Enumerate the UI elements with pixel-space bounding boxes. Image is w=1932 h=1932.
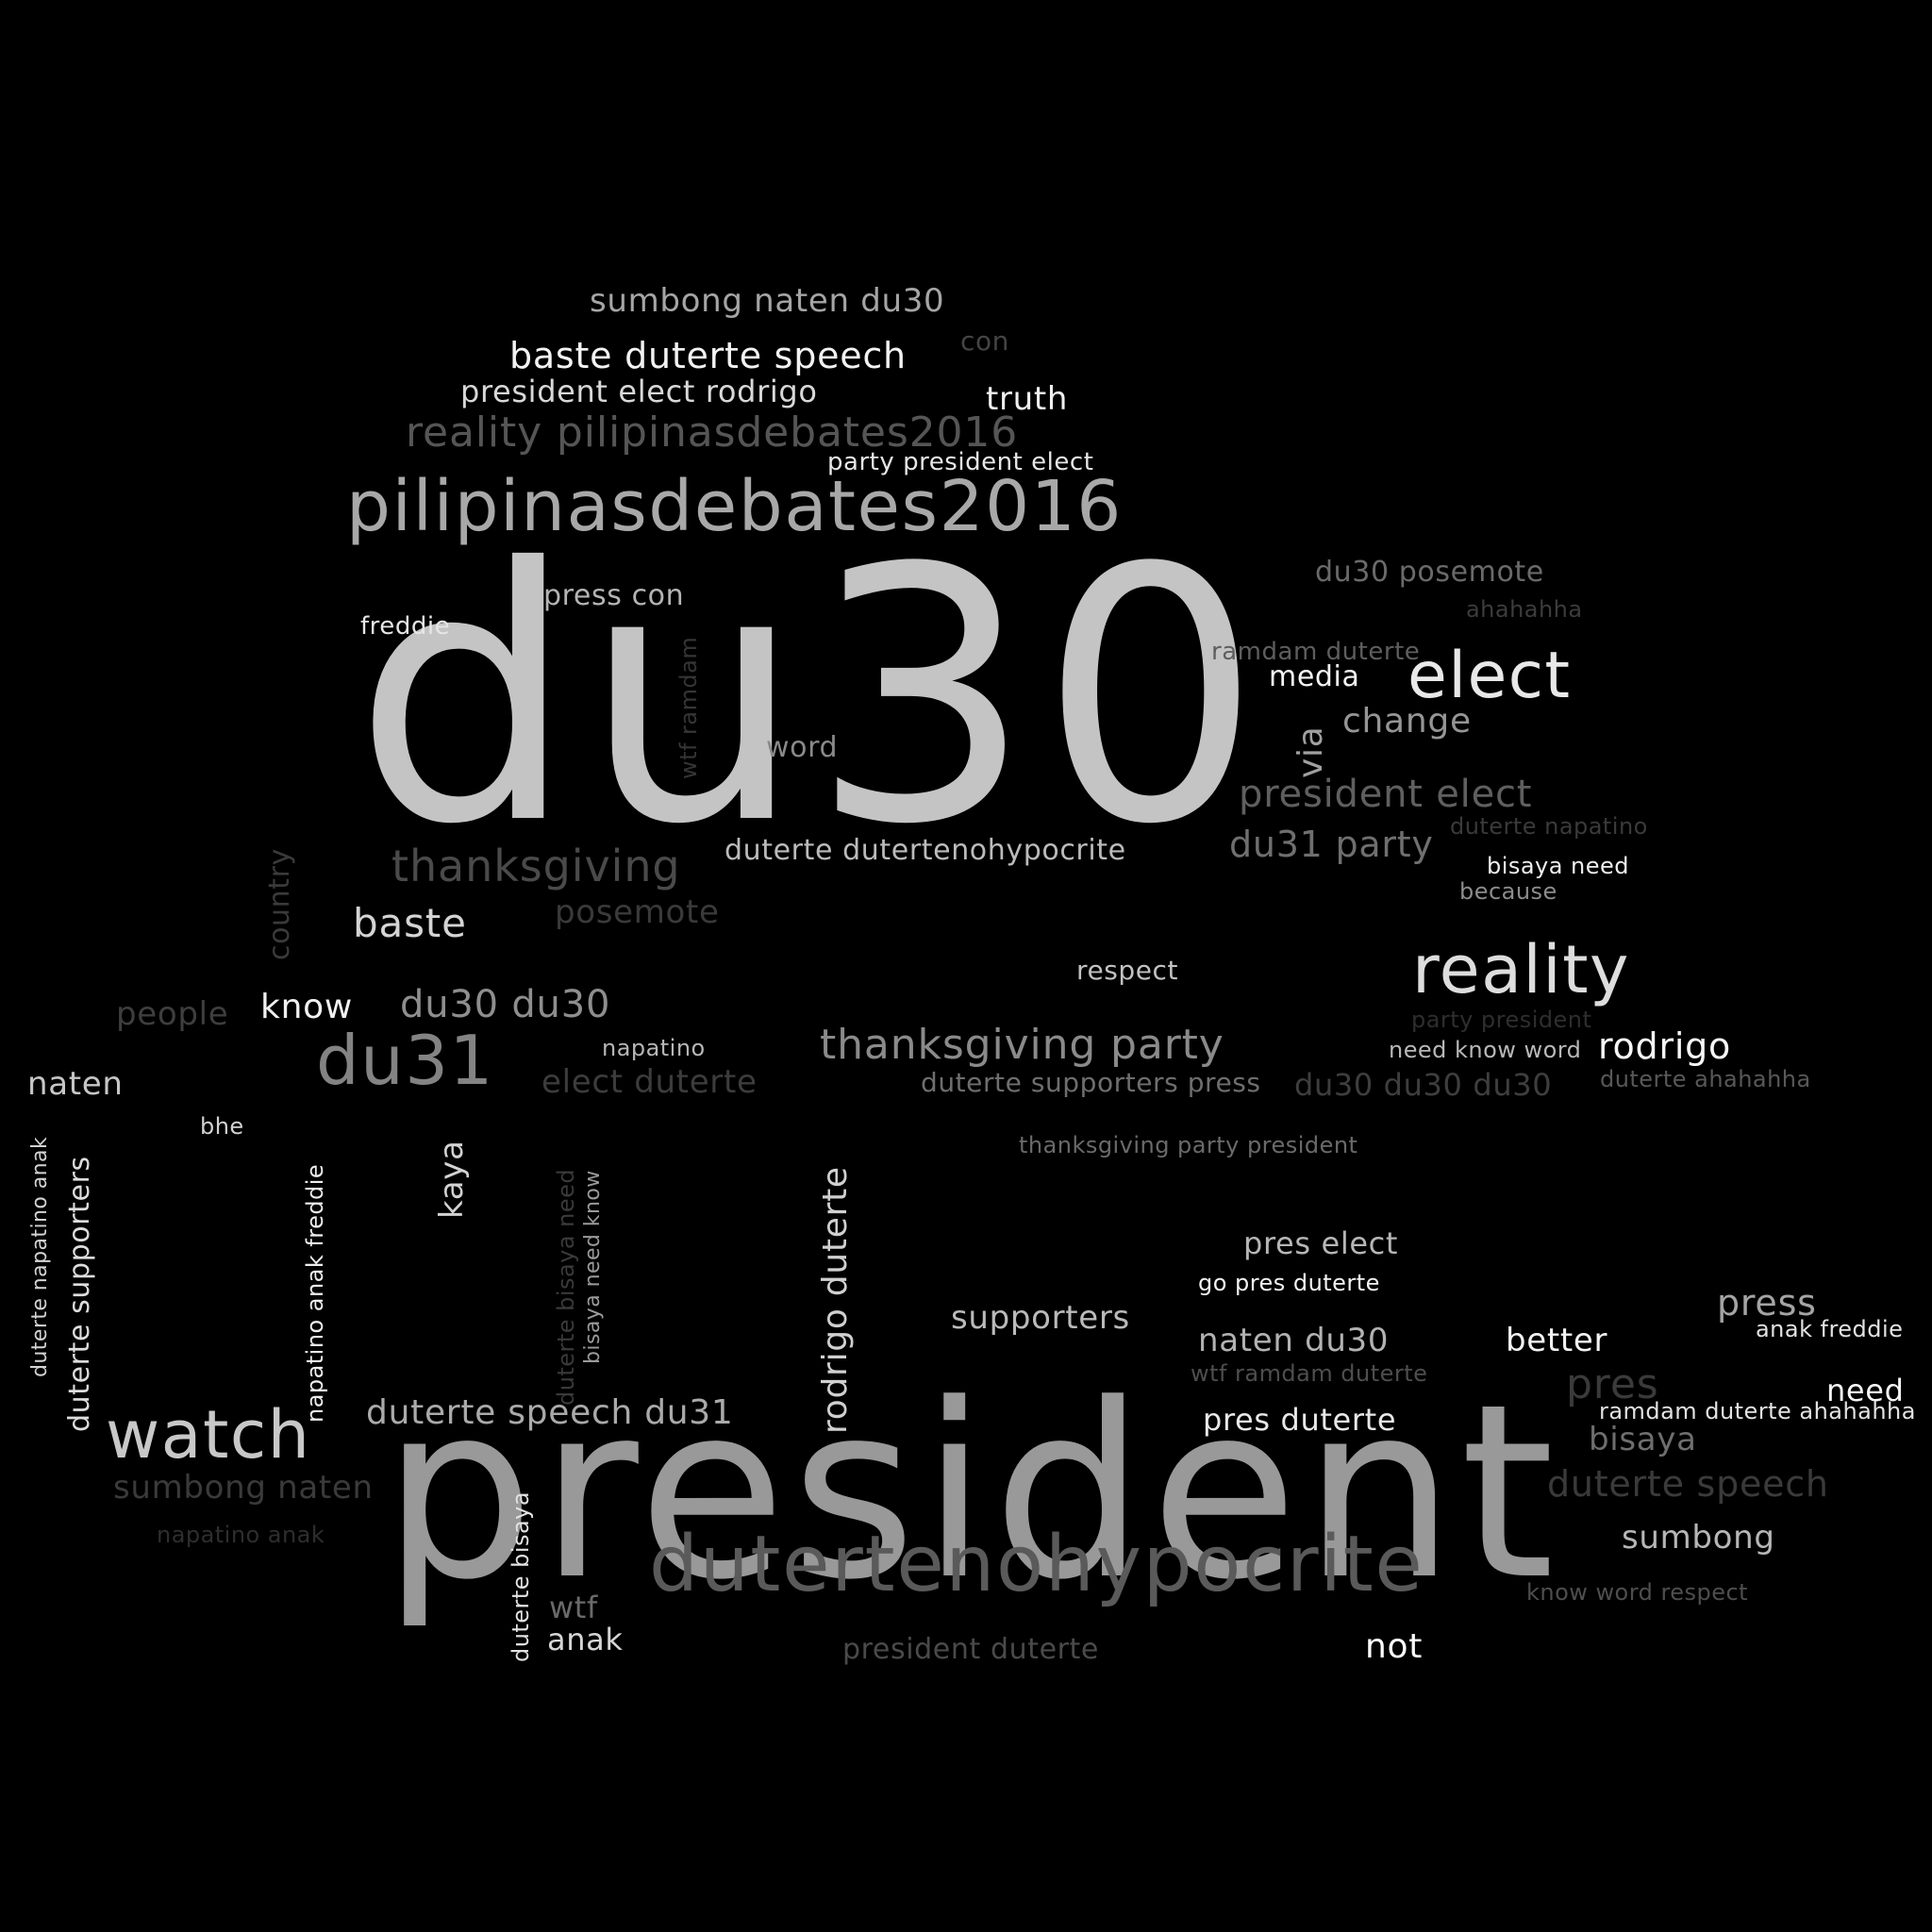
word-respect: respect (1076, 955, 1179, 986)
word-kaya: kaya (433, 1140, 471, 1219)
word-people: people (116, 995, 229, 1033)
word-thanksgiving-party: thanksgiving party (820, 1021, 1224, 1069)
word-du30-du30-du30: du30 du30 du30 (1294, 1067, 1553, 1103)
word-con: con (960, 325, 1009, 357)
word-thanksgiving: thanksgiving (391, 841, 681, 891)
word-duterte-supporters-press: duterte supporters press (921, 1067, 1261, 1098)
word-duterte-dutertenohypocrite: duterte dutertenohypocrite (724, 834, 1126, 867)
word-du31-party: du31 party (1229, 824, 1434, 865)
word-napatino: napatino (602, 1035, 706, 1061)
word-president: president (382, 1353, 1559, 1633)
word-naten-du30: naten du30 (1198, 1322, 1390, 1359)
word-go-pres-duterte: go pres duterte (1198, 1270, 1380, 1296)
word-bhe: bhe (200, 1113, 244, 1140)
word-duterte-napatino: duterte napatino (1450, 813, 1648, 840)
word-baste-duterte-speech: baste duterte speech (509, 335, 907, 376)
word-pilipinasdebates2016: pilipinasdebates2016 (346, 466, 1123, 547)
word-duterte-speech-du31: duterte speech du31 (366, 1393, 734, 1432)
word-anak-freddie: anak freddie (1756, 1316, 1904, 1342)
word-sumbong-naten: sumbong naten (113, 1469, 374, 1507)
word-bisaya: bisaya (1589, 1421, 1697, 1458)
word-change: change (1342, 702, 1472, 741)
word-bisaya-need-know: bisaya need know (581, 1170, 605, 1364)
word-freddie: freddie (360, 612, 451, 641)
word-naten: naten (27, 1065, 124, 1103)
word-need-know-word: need know word (1389, 1037, 1582, 1063)
word-sumbong: sumbong (1622, 1519, 1775, 1557)
word-posemote: posemote (555, 893, 720, 931)
word-need: need (1826, 1373, 1905, 1408)
word-napatino-anak-freddie: napatino anak freddie (302, 1163, 328, 1423)
word-duterte-ahahahha: duterte ahahahha (1600, 1066, 1811, 1092)
word-ramdam-duterte: ramdam duterte (1211, 638, 1421, 666)
word-president-elect-rodrigo: president elect rodrigo (460, 374, 818, 409)
word-baste: baste (353, 900, 467, 946)
word-du31: du31 (316, 1021, 494, 1100)
word-duterte-speech: duterte speech (1547, 1463, 1829, 1505)
word-reality: reality (1412, 931, 1630, 1008)
word-better: better (1506, 1322, 1608, 1359)
word-media: media (1269, 660, 1360, 693)
word-wtf-ramdam-duterte: wtf ramdam duterte (1191, 1360, 1428, 1387)
word-bisaya-need: bisaya need (1487, 853, 1629, 879)
word-elect-duterte: elect duterte (541, 1063, 758, 1101)
word-duterte-bisaya-need: duterte bisaya need (553, 1168, 579, 1406)
word-ahahahha: ahahahha (1466, 596, 1583, 623)
word-sumbong-naten-du30: sumbong naten du30 (590, 282, 945, 320)
word-rodrigo: rodrigo (1598, 1025, 1732, 1067)
word-pres-duterte: pres duterte (1203, 1402, 1397, 1438)
word-wtf-ramdam: wtf ramdam (675, 636, 702, 779)
word-duterte-bisaya: duterte bisaya (508, 1491, 534, 1662)
word-president-duterte: president duterte (842, 1633, 1099, 1666)
word-because: because (1459, 878, 1557, 905)
word-duterte-supporters: duterte supporters (63, 1156, 96, 1432)
word-rodrigo-duterte: rodrigo duterte (816, 1166, 855, 1434)
word-wtf: wtf (549, 1590, 598, 1625)
word-du30-du30: du30 du30 (400, 983, 611, 1026)
word-napatino-anak: napatino anak (157, 1522, 325, 1548)
word-country: country (263, 848, 296, 960)
word-truth: truth (986, 380, 1069, 418)
word-president-elect: president elect (1239, 773, 1533, 816)
word-via: via (1291, 725, 1330, 778)
word-pres: pres (1566, 1360, 1659, 1408)
word-thanksgiving-party-president: thanksgiving party president (1019, 1132, 1358, 1158)
word-watch: watch (106, 1396, 311, 1474)
word-press: press (1717, 1282, 1817, 1324)
word-pres-elect: pres elect (1243, 1225, 1399, 1261)
word-duterte-napatino-anak: duterte napatino anak (28, 1136, 52, 1377)
word-press-con: press con (543, 579, 685, 612)
word-know: know (260, 988, 354, 1026)
word-du30-posemote: du30 posemote (1315, 556, 1544, 589)
word-dutertenohypocrite: dutertenohypocrite (649, 1520, 1424, 1609)
word-ramdam-duterte-ahahahha: ramdam duterte ahahahha (1599, 1398, 1916, 1424)
word-not: not (1365, 1627, 1424, 1666)
word-know-word-respect: know word respect (1526, 1579, 1749, 1606)
word-supporters: supporters (951, 1299, 1130, 1337)
word-reality-pilipinasdebates2016: reality pilipinasdebates2016 (406, 408, 1019, 457)
word-word: word (766, 731, 839, 764)
word-du30: du30 (354, 495, 1269, 901)
word-party-president-elect: party president elect (827, 448, 1094, 476)
word-anak: anak (547, 1622, 624, 1657)
word-elect: elect (1407, 639, 1572, 713)
word-party-president: party president (1411, 1007, 1592, 1033)
